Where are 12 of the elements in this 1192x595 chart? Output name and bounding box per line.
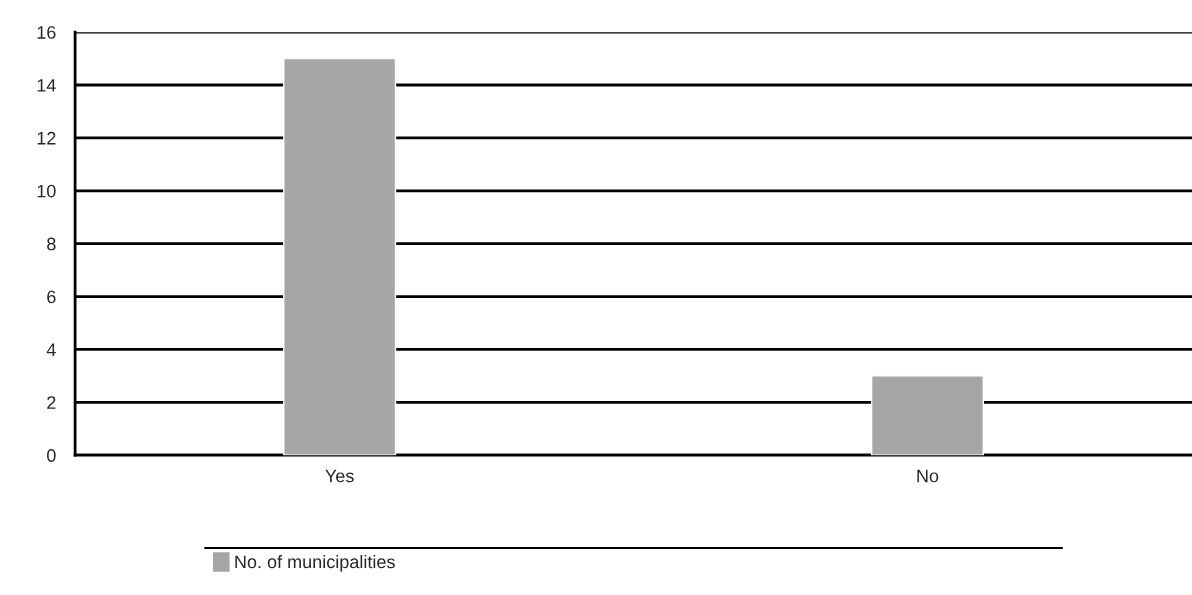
y-tick-label: 4 [46, 343, 56, 356]
y-tick-label: 2 [47, 396, 56, 409]
legend-label: No. of municipalities [235, 554, 395, 572]
y-tick-label: 16 [37, 26, 56, 39]
y-tick-label: 14 [37, 79, 56, 92]
x-tick-label: No [917, 469, 939, 483]
y-tick-label: 8 [47, 237, 56, 251]
y-tick-label: 12 [37, 131, 56, 145]
x-tick-label: Yes [325, 469, 354, 483]
y-tick-label: 6 [47, 290, 56, 304]
y-tick-label: 10 [37, 184, 56, 198]
y-tick-label: 0 [47, 449, 56, 462]
